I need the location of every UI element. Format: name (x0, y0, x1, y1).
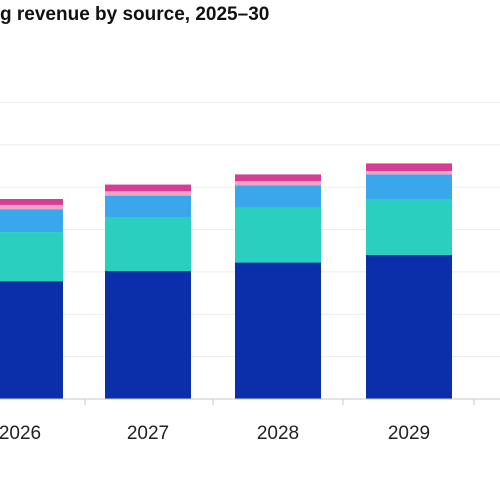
chart-title: g revenue by source, 2025–30 (0, 4, 270, 25)
bar-segment (0, 209, 63, 233)
bar-segment (366, 171, 452, 175)
x-tick-label: 2027 (127, 423, 169, 444)
bar-segment (235, 181, 321, 186)
bar-segment (366, 198, 452, 255)
x-tick-label: 2029 (388, 423, 430, 444)
bar-segment (235, 174, 321, 182)
bar-segment (105, 195, 191, 218)
bar-segment (235, 262, 321, 399)
x-tick-label: 2028 (257, 423, 299, 444)
bar-segment (105, 191, 191, 196)
bar-segment (366, 163, 452, 172)
x-ticks: 2026 2027 2028 2029 (0, 399, 475, 444)
bar-segment (105, 184, 191, 192)
bar-segment (105, 271, 191, 399)
bar-segment (366, 254, 452, 399)
bar-segment (366, 174, 452, 199)
bar-segment (235, 207, 321, 263)
bar-segment (105, 217, 191, 272)
bars (0, 163, 452, 399)
bar-segment (0, 198, 63, 205)
bar-segment (0, 204, 63, 210)
bar-segment (0, 232, 63, 282)
x-tick-label: 2026 (0, 423, 41, 444)
bar-segment (235, 185, 321, 208)
bar-segment (0, 281, 63, 399)
